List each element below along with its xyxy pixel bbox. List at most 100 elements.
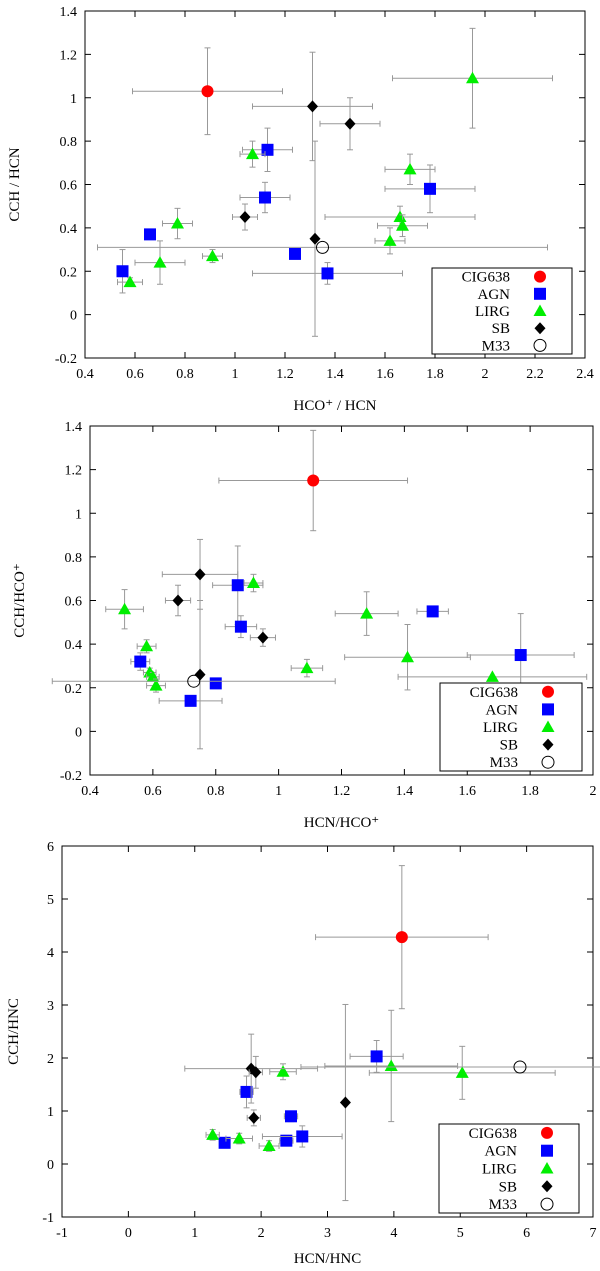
series-agn	[218, 1040, 404, 1149]
y-tick-label: 0.4	[60, 222, 78, 237]
y-tick-label: 1.2	[60, 48, 78, 63]
legend-marker	[542, 685, 554, 698]
data-point	[149, 679, 163, 691]
data-point	[289, 247, 301, 260]
legend-label: LIRG	[475, 304, 510, 320]
legend-box	[431, 267, 573, 355]
y-tick-label: 1.2	[65, 464, 83, 479]
series-sb	[184, 1003, 351, 1202]
series-m33	[300, 1060, 600, 1074]
data-point	[321, 267, 334, 280]
y-axis-label: CCH/HNC	[6, 998, 22, 1065]
data-point	[206, 1128, 220, 1140]
legend-marker	[534, 270, 546, 283]
y-tick-label: 0.6	[60, 179, 78, 194]
data-point	[240, 1085, 253, 1098]
data-point	[296, 1130, 309, 1143]
legend-label: CIG638	[469, 1126, 517, 1142]
data-point	[339, 1096, 351, 1109]
legend-marker	[540, 1197, 554, 1211]
data-point	[194, 668, 206, 681]
legend-label: CIG638	[462, 270, 510, 286]
x-axis-label: HCN/HCO⁺	[304, 815, 379, 831]
x-tick-label: 1.8	[521, 784, 539, 799]
y-tick-label: 0	[70, 309, 77, 324]
data-point	[316, 240, 329, 254]
series-lirg	[117, 27, 553, 288]
series-cig638	[132, 47, 283, 136]
x-tick-label: 7	[590, 1226, 597, 1241]
data-point	[209, 677, 222, 690]
data-point	[144, 228, 156, 241]
chart-panel-1: 0.4 0.6 0.8 1 1.2 1.4 1.6 1.8 2 2.2 2.4 -0.2 0 0.2 0.4…	[7, 5, 594, 414]
legend-label: M33	[490, 755, 518, 771]
y-tick-label: 0.2	[60, 265, 78, 280]
legend-label: SB	[500, 738, 518, 754]
x-tick-label: 2	[482, 367, 489, 382]
series-sb	[161, 538, 276, 750]
data-point	[284, 1110, 297, 1123]
legend-box	[438, 1123, 580, 1214]
data-point	[401, 650, 415, 663]
data-point	[384, 1059, 398, 1071]
chart-panel-2: 0.4 0.6 0.8 1 1.2 1.4 1.6 1.8 2 -0.2 0 0.2 0.4 0.6 0.8…	[12, 420, 597, 831]
data-point	[395, 931, 408, 944]
data-point	[232, 1132, 246, 1144]
data-point	[153, 256, 167, 268]
legend-marker	[541, 1126, 553, 1139]
data-point	[172, 594, 184, 607]
data-point	[134, 655, 147, 668]
data-point	[370, 1050, 383, 1063]
legend-marker	[542, 738, 554, 751]
data-point	[393, 210, 407, 223]
y-tick-label: 0.8	[65, 551, 83, 566]
x-tick-label: 5	[457, 1226, 464, 1241]
x-tick-label: 0.4	[81, 784, 99, 799]
data-point	[360, 607, 374, 619]
legend-label: M33	[489, 1197, 517, 1213]
x-tick-label: 1.6	[459, 784, 477, 799]
legend-label: SB	[499, 1179, 517, 1195]
data-point	[309, 232, 321, 245]
data-point	[485, 670, 499, 682]
chart-panel-3: -1 0 1 2 3 4 5 6 7 -1 0 1 2 3 4 5 6 HCN/HNC CCH/HNC CIG638 A…	[6, 840, 600, 1267]
x-tick-label: 1.8	[426, 367, 444, 382]
legend-marker	[541, 1144, 553, 1157]
x-tick-label: 1.4	[396, 784, 414, 799]
y-tick-label: 2	[47, 1052, 54, 1067]
legend-marker	[534, 322, 546, 335]
legend-marker	[540, 1162, 554, 1174]
data-point	[262, 1139, 276, 1151]
x-tick-label: 2.4	[576, 367, 594, 382]
data-point	[239, 211, 251, 224]
data-point	[187, 674, 201, 688]
x-tick-label: 0	[125, 1226, 132, 1241]
legend-label: AGN	[485, 1144, 518, 1160]
data-point	[201, 85, 214, 98]
series-cig638	[218, 429, 409, 532]
legend-marker	[533, 338, 547, 352]
data-point	[280, 1134, 293, 1147]
y-tick-label: 1	[70, 92, 77, 107]
legend-label: AGN	[478, 287, 511, 303]
x-tick-label: 0.8	[207, 784, 225, 799]
y-tick-label: 0.2	[65, 682, 83, 697]
data-point	[171, 217, 184, 229]
legend-label: M33	[482, 338, 510, 354]
legend-label: AGN	[486, 702, 519, 718]
series-agn	[116, 127, 476, 294]
data-point	[194, 568, 206, 581]
y-tick-label: -1	[42, 1211, 54, 1226]
data-point	[403, 162, 417, 175]
series-sb	[232, 51, 381, 337]
legend-marker	[541, 755, 555, 769]
legend-box	[439, 682, 583, 772]
data-point	[307, 100, 318, 113]
legend-label: LIRG	[483, 720, 518, 736]
x-tick-label: 0.6	[144, 784, 162, 799]
x-tick-label: 0.4	[76, 367, 94, 382]
data-point	[396, 219, 409, 231]
data-point	[300, 661, 314, 674]
data-point	[140, 639, 154, 652]
